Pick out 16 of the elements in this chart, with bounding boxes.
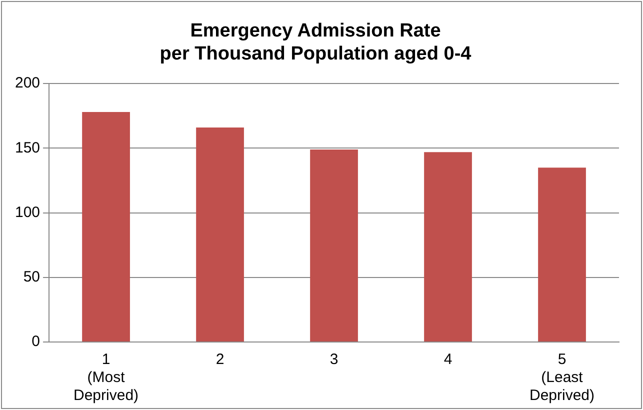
- y-tick-label: 0: [32, 333, 40, 350]
- y-tick-label: 200: [14, 74, 40, 92]
- bar: [424, 152, 472, 342]
- y-tick-label: 100: [14, 204, 40, 221]
- x-tick-label: 4: [444, 351, 452, 368]
- chart-title: Emergency Admission Rate per Thousand Population aged 0-4: [160, 20, 472, 64]
- x-tick-label: 1 (Most Deprived): [74, 351, 139, 404]
- x-tick-label: 5 (Least Deprived): [529, 351, 595, 404]
- y-tick-label: 150: [14, 139, 40, 156]
- bar: [310, 149, 358, 342]
- bar: [538, 168, 586, 342]
- bar: [82, 112, 130, 342]
- y-tick-label: 50: [23, 268, 40, 286]
- bar: [196, 128, 244, 342]
- x-tick-label: 2: [216, 351, 224, 368]
- x-tick-label: 3: [330, 351, 338, 368]
